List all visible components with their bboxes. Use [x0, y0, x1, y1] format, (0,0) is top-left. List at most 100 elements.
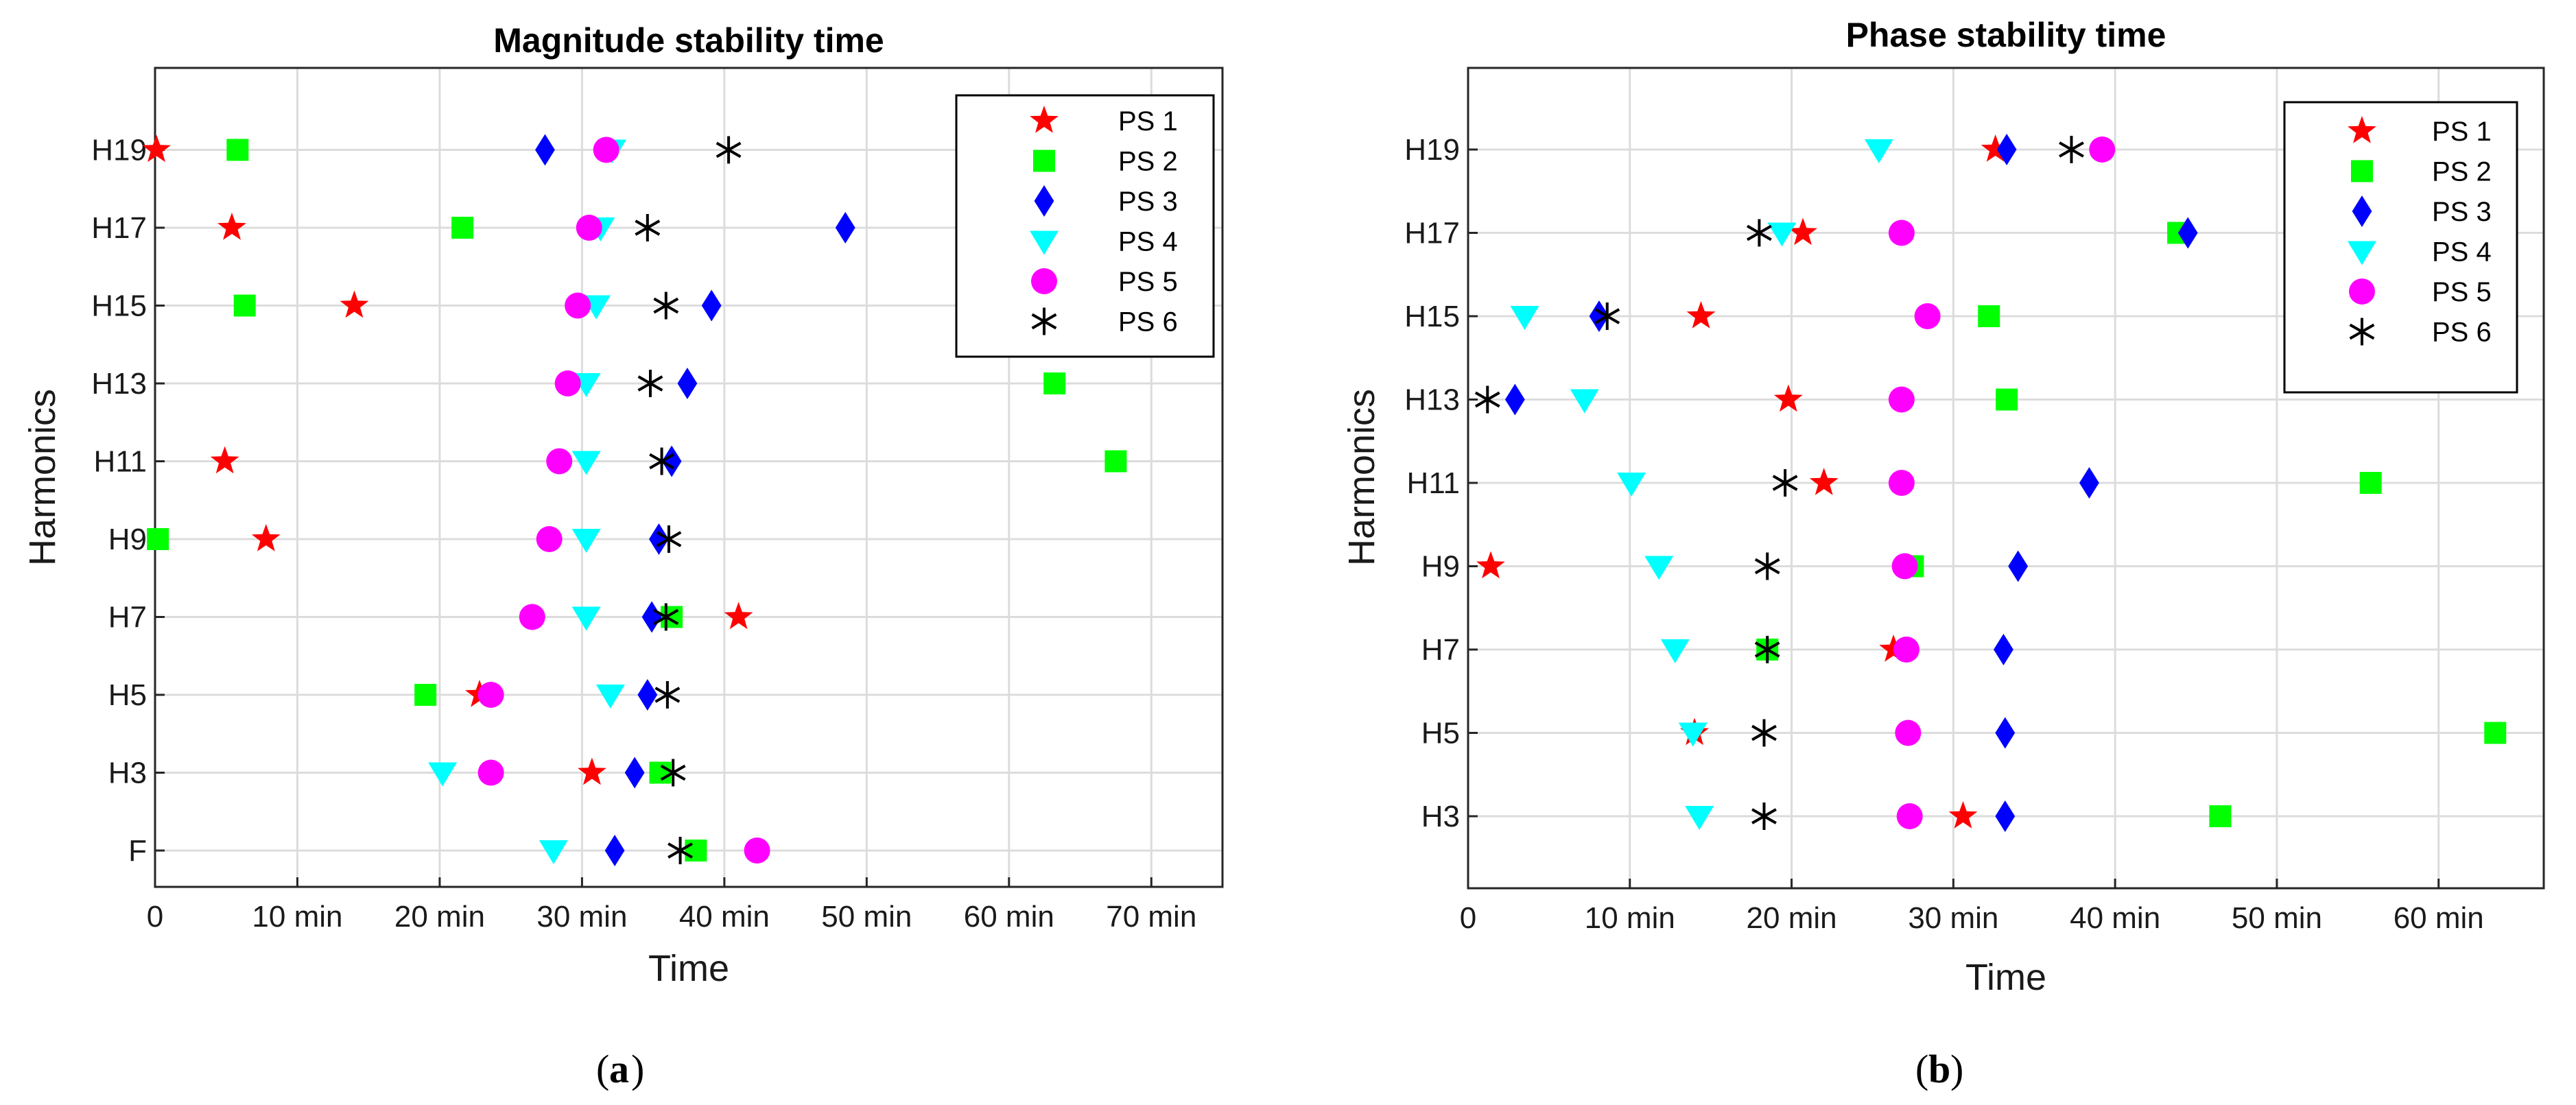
legend-symbol — [2349, 318, 2375, 346]
data-point — [546, 448, 573, 475]
y-axis-label-b: Harmonics — [1341, 389, 1382, 566]
y-tick-label: H15 — [1404, 300, 1460, 333]
panel-label-b-open: ( — [1915, 1047, 1928, 1091]
data-point — [685, 840, 707, 862]
data-point — [2008, 550, 2029, 582]
data-point — [147, 528, 169, 550]
x-tick-label: 40 min — [679, 900, 770, 934]
data-point — [2209, 805, 2232, 827]
data-point — [2059, 136, 2084, 163]
data-point — [1996, 388, 2018, 411]
panel-a: 0 10 min 20 min 30 min 40 min 50 min 60 min 70 … — [22, 21, 1224, 1091]
data-point — [1994, 634, 2013, 665]
data-point — [661, 445, 682, 477]
series-ps-6 — [635, 136, 742, 864]
legend-entry: PS 6 — [1118, 307, 1178, 337]
series-ps-3 — [1504, 134, 2198, 832]
x-tick-label: 60 min — [2394, 901, 2484, 935]
data-point — [1747, 219, 1772, 247]
data-point — [1773, 384, 1803, 412]
data-point — [535, 134, 555, 166]
data-point — [414, 684, 437, 706]
legend-entry: PS 5 — [2432, 277, 2492, 307]
data-point — [1895, 720, 1922, 746]
data-point — [724, 602, 753, 630]
legend-entry: PS 3 — [2432, 197, 2492, 227]
data-point — [451, 217, 474, 239]
y-tick-label: H7 — [108, 601, 147, 634]
legend-symbol — [2352, 195, 2372, 227]
data-point — [1660, 639, 1690, 663]
data-point — [428, 762, 458, 787]
x-tick-label: 10 min — [1585, 901, 1675, 935]
panel-b: 0 10 min 20 min 30 min 40 min 50 min 60 min H3… — [1341, 16, 2545, 1091]
x-tick-label: 10 min — [252, 900, 342, 934]
y-tick-label: H19 — [91, 134, 147, 167]
legend-symbol — [1034, 185, 1054, 217]
data-point — [554, 370, 581, 396]
data-point — [1510, 306, 1539, 330]
series-ps-6 — [1474, 136, 2084, 830]
data-point — [656, 525, 682, 553]
data-point — [1788, 217, 1817, 246]
data-point — [649, 523, 669, 555]
data-point — [1686, 301, 1716, 329]
panel-label-b: ( b ) — [1915, 1047, 1963, 1091]
y-tick-label: H13 — [91, 367, 147, 401]
x-tick-label: 40 min — [2070, 901, 2160, 935]
y-ticks-a: F H3 H5 H7 H9 H11 H13 H15 H17 H19 — [91, 134, 165, 868]
series-ps-3 — [535, 134, 855, 866]
legend-entry: PS 4 — [1118, 227, 1178, 257]
data-point — [1767, 222, 1797, 247]
data-point — [1809, 468, 1839, 495]
data-point — [637, 370, 663, 397]
markers-a — [142, 134, 1127, 866]
data-point — [716, 136, 742, 164]
data-point — [1474, 385, 1500, 414]
data-point — [1978, 305, 2000, 327]
data-point — [649, 761, 672, 784]
series-ps-5 — [477, 136, 770, 864]
x-tick-label: 50 min — [821, 900, 912, 934]
data-point — [1981, 134, 2010, 162]
legend-symbol — [2351, 160, 2373, 182]
data-point — [1589, 300, 1609, 332]
data-point — [701, 289, 722, 322]
data-point — [217, 213, 246, 240]
series-ps-2 — [147, 139, 1127, 862]
x-tick-label: 30 min — [1908, 901, 1998, 935]
data-point — [576, 215, 602, 241]
chart-title-b: Phase stability time — [1846, 16, 2166, 54]
data-point — [571, 451, 601, 475]
y-tick-label: H9 — [1421, 550, 1460, 584]
data-point — [1772, 469, 1798, 497]
data-point — [1864, 139, 1893, 163]
y-tick-label: H5 — [108, 678, 147, 712]
data-point — [835, 212, 855, 243]
data-point — [2359, 472, 2382, 494]
data-point — [565, 292, 591, 319]
panel-label-b-letter: b — [1928, 1047, 1950, 1091]
x-tick-label: 50 min — [2232, 901, 2322, 935]
data-point — [660, 759, 686, 787]
series-ps-4 — [1510, 139, 1893, 830]
data-point — [667, 837, 693, 864]
panel-label-a-letter: a — [609, 1047, 629, 1091]
legend-entry: PS 1 — [2432, 117, 2492, 147]
data-point — [1893, 637, 1919, 663]
data-point — [635, 214, 661, 241]
legend-symbol — [1030, 106, 1059, 133]
data-point — [1644, 556, 1674, 580]
data-point — [624, 757, 645, 789]
panel-label-a-open: ( — [596, 1047, 609, 1091]
data-point — [1104, 450, 1127, 473]
y-tick-label: H11 — [94, 445, 147, 479]
legend-symbol — [2349, 278, 2375, 305]
data-point — [1888, 219, 1915, 246]
x-tick-label: 0 — [1460, 901, 1476, 935]
data-point — [744, 837, 770, 864]
legend-symbol — [2348, 241, 2376, 265]
x-axis-label-b: Time — [1965, 957, 2046, 998]
data-point — [1888, 386, 1915, 413]
